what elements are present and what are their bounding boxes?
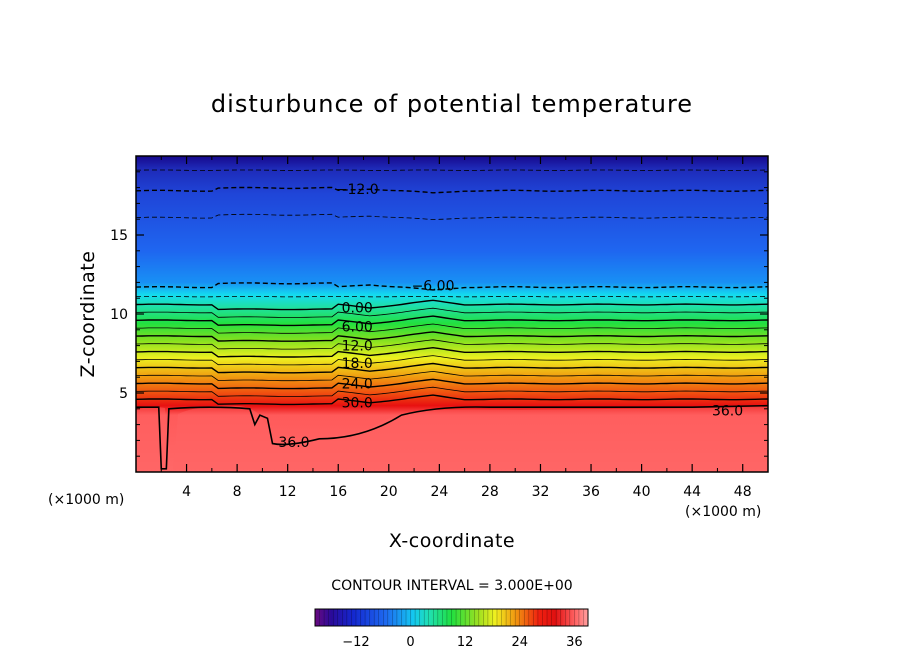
x-axis-ticks: 4 8 12 16 20 24 28 32 36 40 44 48: [160, 156, 752, 500]
contour-labels: −12.0 −6.00 0.00 6.00 12.018.0 24.0 30.0 36.0 36…: [278, 182, 743, 451]
contour-label: 18.0: [342, 356, 373, 372]
contour-label: 0.00: [342, 301, 373, 317]
contour-line: [136, 355, 768, 366]
x-tick-label: 12: [279, 484, 297, 500]
contour-line: [136, 296, 768, 298]
contour-line: [136, 394, 768, 406]
contour-line: [136, 386, 768, 397]
x-tick-label: 16: [329, 484, 347, 500]
contour-line: [136, 362, 768, 374]
field-fill: [136, 156, 768, 472]
colorbar-tick-label: 36: [566, 635, 583, 650]
y-tick-label: 15: [110, 228, 128, 244]
x-tick-label: 8: [233, 484, 242, 500]
chart-title: disturbunce of potential temperature: [211, 90, 693, 118]
x-unit-label: (×1000 m): [685, 504, 761, 520]
plot-area: [136, 156, 768, 472]
contour-line: [136, 370, 768, 382]
x-tick-label: 20: [380, 484, 398, 500]
contour-label: 36.0: [712, 403, 743, 419]
x-tick-label: 44: [683, 484, 701, 500]
contour-label: 30.0: [342, 395, 373, 411]
contour-line: [136, 299, 768, 311]
contour-line: [136, 169, 768, 171]
colorbar-ticks: −12 0 12 24 36: [342, 635, 582, 650]
contour-line: [136, 307, 768, 318]
colorbar-bins: [314, 609, 589, 626]
y-unit-label: (×1000 m): [48, 492, 124, 508]
colorbar-tick-label: 24: [511, 635, 528, 650]
y-tick-label: 5: [119, 386, 128, 402]
colorbar: −12 0 12 24 36: [314, 608, 589, 650]
contour-line: [136, 339, 768, 350]
x-tick-label: 32: [532, 484, 550, 500]
colorbar-tick-label: −12: [342, 635, 369, 650]
x-axis-label: X-coordinate: [389, 530, 515, 552]
contour-label: −12.0: [336, 182, 379, 198]
contour-label: 36.0: [278, 435, 309, 451]
x-tick-label: 4: [182, 484, 191, 500]
contour-line: [136, 282, 768, 291]
contour-line-36: [136, 404, 768, 470]
contour-label: −6.00: [412, 279, 455, 295]
contour-line: [136, 323, 768, 334]
contour-line: [136, 186, 768, 194]
contour-lines: [136, 169, 768, 470]
colorbar-tick-label: 12: [457, 635, 474, 650]
x-tick-label: 36: [582, 484, 600, 500]
contour-line: [136, 315, 768, 327]
x-tick-label: 48: [734, 484, 752, 500]
contour-label: 6.00: [342, 320, 373, 336]
x-tick-label: 28: [481, 484, 499, 500]
contour-label: 12.0: [342, 339, 373, 355]
colorbar-tick-label: 0: [406, 635, 414, 650]
red-region-shading: [136, 405, 768, 472]
y-tick-label: 10: [110, 307, 128, 323]
contour-label: 24.0: [342, 377, 373, 393]
contour-line: [136, 213, 768, 221]
y-axis-ticks: 5 10 15: [110, 171, 768, 457]
y-axis-label: Z-coordinate: [77, 251, 99, 378]
contour-line: [136, 346, 768, 358]
contour-interval-text: CONTOUR INTERVAL = 3.000E+00: [331, 578, 572, 594]
contour-line: [136, 378, 768, 390]
contour-line: [136, 331, 768, 342]
x-tick-label: 24: [430, 484, 448, 500]
x-tick-label: 40: [633, 484, 651, 500]
